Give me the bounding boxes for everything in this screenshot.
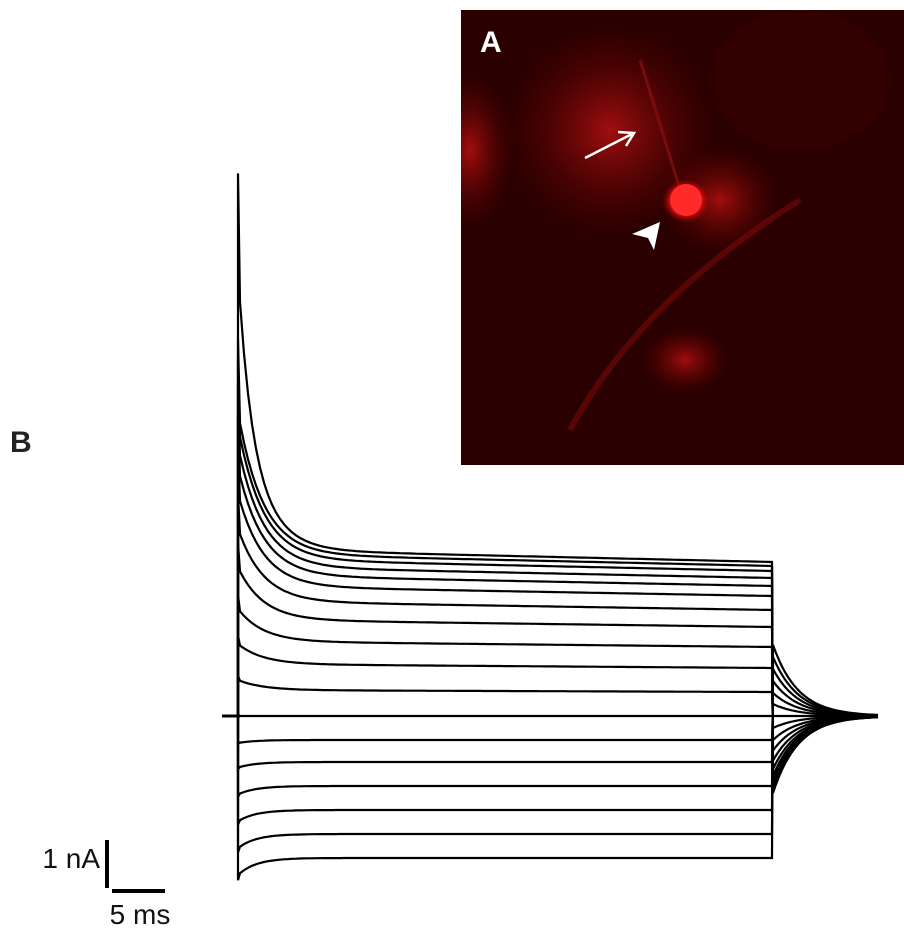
panel-label: B — [10, 426, 32, 459]
current-trace — [238, 493, 878, 769]
fluorescence-image — [425, 10, 904, 465]
current-trace — [238, 414, 878, 781]
panel-label: A — [480, 26, 502, 59]
figure: A B 1 nA 5 ms — [0, 0, 904, 929]
scale-current: 1 nA — [42, 843, 100, 874]
current-trace — [238, 448, 878, 776]
scale-time: 5 ms — [110, 899, 171, 929]
page: A B 1 nA 5 ms (() => { const data = JSON… — [0, 0, 904, 929]
